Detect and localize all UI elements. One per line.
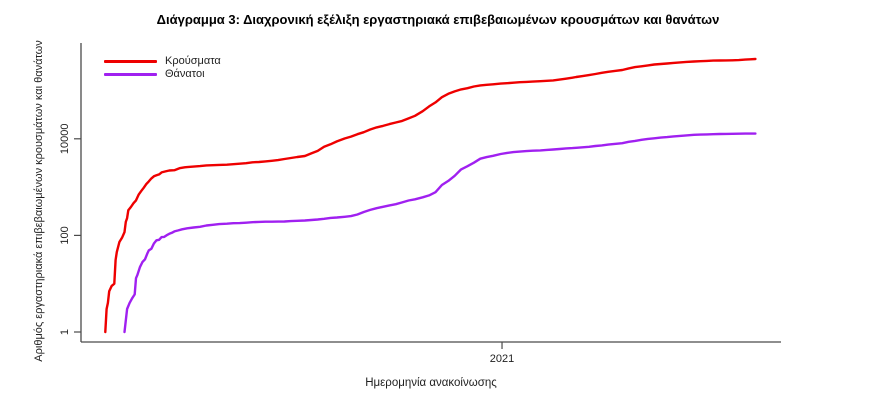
legend-label-deaths: Θάνατοι	[165, 68, 205, 80]
deaths-line	[123, 132, 757, 334]
chart-title: Διάγραμμα 3: Διαχρονική εξέλιξη εργαστηρ…	[156, 12, 720, 27]
y-tick-label: 1	[59, 329, 71, 335]
axis-lines	[80, 43, 781, 343]
legend: Κρούσματα Θάνατοι	[104, 55, 221, 81]
x-axis-title: Ημερομηνία ανακοίνωσης	[365, 377, 497, 389]
legend-row-deaths: Θάνατοι	[104, 68, 221, 81]
y-axis-title: Αριθμός εργαστηριακά επιβεβαιωμένων κρου…	[33, 40, 45, 362]
y-tick-label: 10000	[59, 124, 71, 155]
y-tick-label: 100	[59, 226, 71, 244]
legend-row-cases: Κρούσματα	[104, 55, 221, 68]
cases-line-swatch-icon	[104, 60, 157, 63]
x-tick-label: 2021	[490, 353, 514, 365]
deaths-line-swatch-icon	[104, 73, 157, 76]
cases-line	[104, 57, 757, 334]
legend-label-cases: Κρούσματα	[165, 55, 221, 67]
